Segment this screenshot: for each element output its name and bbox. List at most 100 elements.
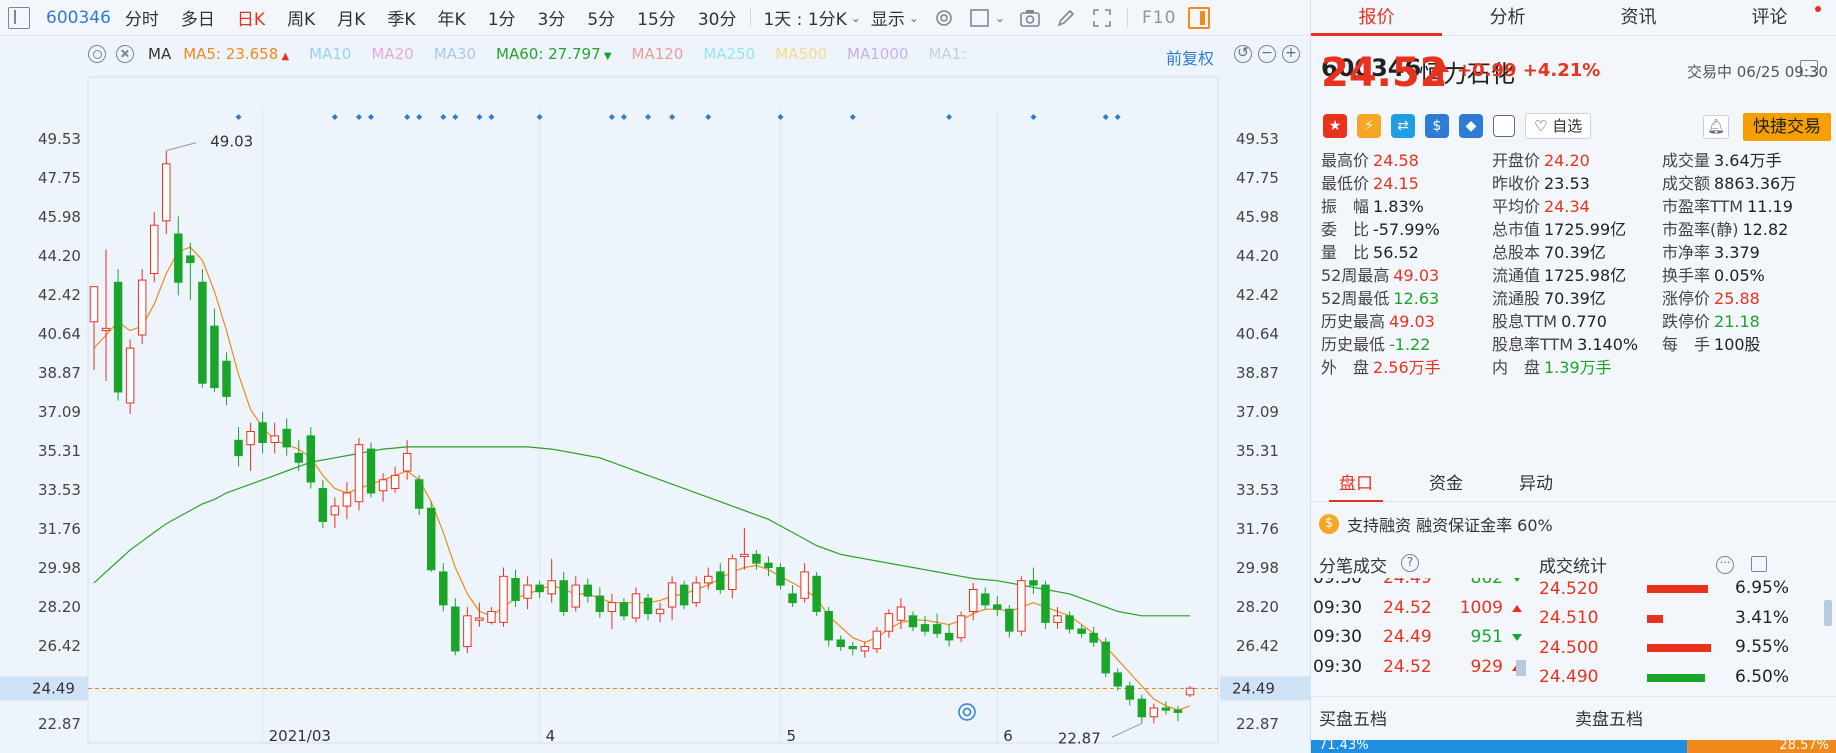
- period-tab[interactable]: 月K: [337, 10, 366, 30]
- period-tab[interactable]: 3分: [537, 10, 566, 30]
- notebook-icon[interactable]: [1493, 115, 1515, 137]
- candle-down: [439, 571, 448, 606]
- ma-legend-item[interactable]: MA250: [703, 45, 756, 63]
- stat-row: 24.520 6.95%: [1539, 578, 1789, 604]
- chevron-down-icon[interactable]: ⌄: [994, 10, 1005, 25]
- quick-trade-button[interactable]: 快捷交易: [1743, 113, 1831, 141]
- candle-up: [89, 286, 99, 323]
- period-tab[interactable]: 多日: [180, 10, 215, 30]
- ma-legend-item[interactable]: MA5: 23.658 ▲: [183, 45, 290, 63]
- event-marker: [536, 114, 543, 120]
- period-tab[interactable]: 1分: [487, 10, 516, 30]
- frame-icon[interactable]: [969, 7, 991, 29]
- fullscreen-icon[interactable]: [1091, 7, 1113, 29]
- sidebar-toggle-icon[interactable]: [8, 6, 30, 29]
- swap-icon[interactable]: ⇄: [1391, 114, 1415, 138]
- panel-tab[interactable]: 报价: [1311, 0, 1442, 36]
- period-tab[interactable]: 季K: [387, 10, 416, 30]
- ma-legend-item[interactable]: MA500: [775, 45, 828, 63]
- quote-cell: 股息率TTM 3.140%: [1492, 333, 1662, 356]
- trade-stats-list[interactable]: 24.520 6.95% 24.510 3.41% 24.500 9.55% 24.490 6…: [1539, 578, 1789, 696]
- interval-select[interactable]: 1天 : 1分K: [763, 10, 847, 30]
- y-tick-label-right: 38.87: [1236, 364, 1279, 382]
- expand-icon[interactable]: [1751, 556, 1767, 572]
- ma-legend-item[interactable]: MA10: [309, 45, 352, 63]
- adjust-button[interactable]: 前复权: [1165, 49, 1214, 68]
- zoom-in-icon[interactable]: +: [1282, 45, 1300, 63]
- x-tick-label: 2021/03: [269, 727, 331, 745]
- tick-trades-list[interactable]: 09:30 24.49 862 09:30 24.52 1009 09:30 24.49 951…: [1311, 578, 1529, 696]
- lightning-icon[interactable]: ⚡: [1357, 114, 1381, 138]
- ma-legend-item[interactable]: MA1000: [847, 45, 909, 63]
- last-price: 24.52: [1321, 50, 1448, 96]
- more-icon[interactable]: ···: [1716, 556, 1734, 574]
- gear-icon[interactable]: [88, 45, 106, 63]
- china-flag-icon[interactable]: ★: [1323, 114, 1347, 138]
- period-tab[interactable]: 日K: [236, 10, 266, 30]
- scrollbar[interactable]: [1516, 660, 1526, 676]
- sub-tab[interactable]: 资金: [1429, 474, 1463, 494]
- panel-tab[interactable]: 分析: [1489, 7, 1526, 28]
- panel-tab[interactable]: 评论: [1704, 0, 1835, 35]
- up-triangle-icon: [1512, 604, 1522, 612]
- candle-down: [222, 360, 231, 397]
- close-icon[interactable]: [116, 45, 134, 63]
- quote-cell: 量 比 56.52: [1321, 241, 1492, 264]
- candle-down: [1005, 608, 1014, 632]
- quote-key: 振 幅: [1321, 197, 1370, 216]
- event-marker: [608, 114, 615, 120]
- bell-icon[interactable]: 🔔︎: [1703, 115, 1729, 139]
- y-tick-label-left: 29.98: [38, 559, 81, 577]
- sub-tab[interactable]: 盘口: [1311, 466, 1401, 502]
- sub-tab[interactable]: 异动: [1519, 474, 1553, 494]
- layout-icon[interactable]: [1188, 6, 1211, 29]
- ma-legend-item[interactable]: MA30: [433, 45, 477, 63]
- quote-cell: 平均价 24.34: [1492, 195, 1662, 218]
- panel-tab[interactable]: 资讯: [1620, 7, 1657, 28]
- quote-cell: 内 盘 1.39万手: [1492, 356, 1662, 379]
- quote-key: 平均价: [1491, 197, 1540, 216]
- f10-button[interactable]: F10: [1141, 7, 1177, 28]
- period-tab[interactable]: 年K: [437, 10, 466, 30]
- kline-chart-svg[interactable]: 49.53 49.53 47.75 47.75 45.98 45.98 44.20 44.20…: [0, 37, 1310, 753]
- collapse-icon[interactable]: [1800, 60, 1818, 76]
- ma-legend-item[interactable]: MA120: [631, 45, 684, 63]
- kline-chart[interactable]: 49.53 49.53 47.75 47.75 45.98 45.98 44.20 44.20…: [0, 37, 1310, 753]
- pen-icon[interactable]: [1055, 7, 1077, 29]
- x-tick-label: 6: [1003, 727, 1013, 745]
- zoom-out-icon[interactable]: −: [1258, 45, 1276, 63]
- add-favorite-button[interactable]: ♡ 自选: [1525, 113, 1592, 139]
- candle-up: [740, 553, 749, 558]
- help-icon[interactable]: ?: [1401, 554, 1419, 572]
- ma-legend-item[interactable]: MA1:: [928, 45, 967, 63]
- period-tab[interactable]: 分时: [124, 10, 159, 30]
- ma-legend-item[interactable]: MA20: [371, 45, 414, 63]
- undo-icon[interactable]: ↺: [1234, 45, 1252, 63]
- trade-time: 09:30: [1313, 656, 1362, 677]
- period-tab[interactable]: 15分: [637, 10, 676, 30]
- chevron-down-icon[interactable]: ⌄: [850, 10, 861, 25]
- y-tick-label-right: 49.53: [1236, 130, 1279, 148]
- chevron-down-icon[interactable]: ⌄: [908, 10, 919, 25]
- candle-down: [511, 578, 520, 601]
- panel-tabs: 报价 分析 资讯 评论: [1311, 0, 1836, 36]
- x-tick-label: 4: [546, 727, 556, 745]
- period-tab[interactable]: 30分: [697, 10, 737, 30]
- camera-icon[interactable]: [1019, 7, 1041, 29]
- ma-legend-item[interactable]: MA60: 27.797 ▼: [496, 45, 612, 63]
- tag-icon[interactable]: ◆: [1459, 114, 1483, 138]
- candle-down: [234, 439, 243, 457]
- candle-up: [342, 492, 352, 507]
- settings-icon[interactable]: [933, 7, 955, 29]
- dollar-icon[interactable]: $: [1425, 114, 1449, 138]
- scrollbar[interactable]: [1824, 600, 1832, 626]
- display-menu[interactable]: 显示: [870, 10, 905, 30]
- candle-up: [463, 615, 472, 648]
- candle-up: [896, 606, 906, 621]
- period-tab[interactable]: 5分: [587, 10, 616, 30]
- quote-value: 24.58: [1373, 151, 1419, 170]
- stat-bar: [1647, 644, 1711, 652]
- y-tick-label-left: 37.09: [38, 403, 81, 421]
- period-tab[interactable]: 周K: [287, 10, 316, 30]
- quote-cell: 成交量 3.64万手: [1662, 149, 1833, 172]
